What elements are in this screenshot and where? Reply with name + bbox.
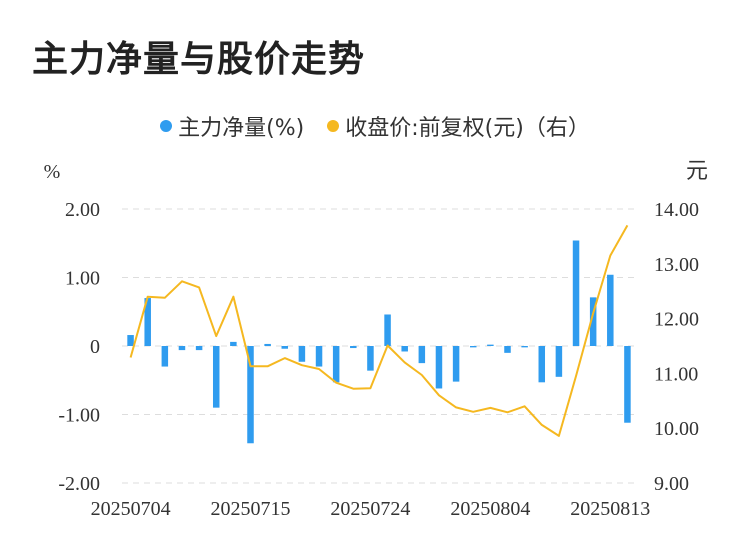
legend-line-swatch xyxy=(327,120,340,132)
right-axis-unit: 元 xyxy=(686,159,708,184)
net-flow-bar xyxy=(418,346,426,364)
net-flow-bar xyxy=(127,335,134,346)
legend-item-net-flow[interactable]: 主力净量(%) xyxy=(160,110,304,142)
net-flow-bar xyxy=(589,297,597,346)
x-tick-label: 20250813 xyxy=(570,498,650,520)
net-flow-bar xyxy=(350,346,357,349)
net-flow-bar xyxy=(195,346,203,351)
right-tick-label: 10.00 xyxy=(654,418,699,440)
legend: 主力净量(%) 收盘价:前复权(元)（右） xyxy=(0,110,750,142)
x-tick-label: 20250704 xyxy=(91,498,171,520)
net-flow-bar xyxy=(538,346,546,383)
net-flow-bar xyxy=(401,346,408,352)
legend-label-close-price: 收盘价:前复权(元)（右） xyxy=(345,116,590,141)
net-flow-bar xyxy=(504,346,511,353)
net-flow-bar xyxy=(367,346,374,371)
net-flow-bar xyxy=(607,274,614,346)
net-flow-bar xyxy=(264,343,271,346)
net-flow-bar xyxy=(452,346,460,382)
net-flow-bar xyxy=(469,346,477,348)
net-flow-bar xyxy=(144,298,151,346)
net-flow-bar xyxy=(435,346,443,389)
left-tick-label: -1.00 xyxy=(58,405,100,427)
net-flow-bar xyxy=(161,346,169,367)
net-flow-bar xyxy=(281,346,289,349)
close-price-line xyxy=(129,224,629,437)
net-flow-bar xyxy=(487,344,494,346)
net-flow-bar xyxy=(332,346,340,383)
net-flow-bar xyxy=(572,240,580,346)
legend-item-close-price[interactable]: 收盘价:前复权(元)（右） xyxy=(327,110,590,142)
net-flow-bar xyxy=(298,346,306,362)
left-tick-label: -2.00 xyxy=(58,473,100,495)
net-flow-bar xyxy=(624,346,631,423)
x-tick-label: 20250715 xyxy=(211,498,291,520)
net-flow-bar xyxy=(384,314,391,346)
left-tick-label: 0 xyxy=(90,336,100,358)
net-flow-bar xyxy=(212,346,220,408)
net-flow-bar xyxy=(521,346,528,348)
right-tick-label: 13.00 xyxy=(654,254,699,276)
left-tick-label: 2.00 xyxy=(65,199,100,221)
net-flow-bar xyxy=(247,346,254,444)
legend-label-net-flow: 主力净量(%) xyxy=(178,116,305,141)
right-tick-label: 12.00 xyxy=(654,309,699,331)
right-tick-label: 9.00 xyxy=(654,473,689,495)
net-flow-bar xyxy=(178,346,186,351)
net-flow-bar xyxy=(315,346,323,367)
right-tick-label: 11.00 xyxy=(654,363,698,385)
legend-bar-swatch xyxy=(160,120,173,132)
x-tick-label: 20250804 xyxy=(450,498,530,520)
net-flow-bar xyxy=(230,341,237,346)
left-axis-unit: % xyxy=(44,161,61,183)
x-tick-label: 20250724 xyxy=(330,498,410,520)
right-tick-label: 14.00 xyxy=(654,199,699,221)
left-tick-label: 1.00 xyxy=(65,268,100,290)
net-flow-bar xyxy=(555,346,563,377)
chart-title: 主力净量与股价走势 xyxy=(32,39,366,80)
